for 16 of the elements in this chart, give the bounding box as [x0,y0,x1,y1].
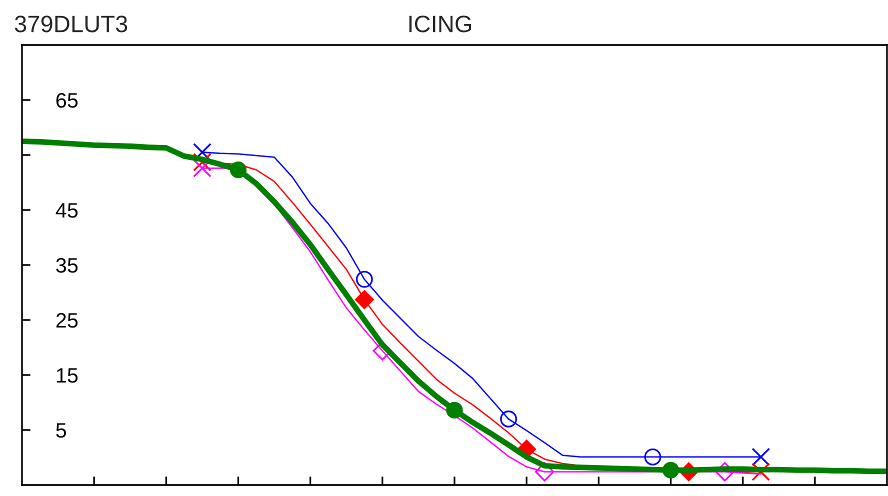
y-tick-label: 45 [56,203,78,218]
point [662,462,680,478]
point [644,448,662,466]
point [356,270,373,288]
y-tick-label: 65 [56,93,78,108]
y-tick-label: 25 [56,313,78,328]
chart-subtitle: ICING [409,16,472,32]
point [354,290,374,310]
y-tick-label: 35 [56,258,78,273]
point [752,448,770,466]
chart-title: 379DLUT3 [14,16,128,32]
point [230,162,247,178]
y-tick-label: 5 [56,423,66,438]
point [500,410,518,428]
point [446,402,463,419]
y-tick-label: 15 [56,368,78,383]
